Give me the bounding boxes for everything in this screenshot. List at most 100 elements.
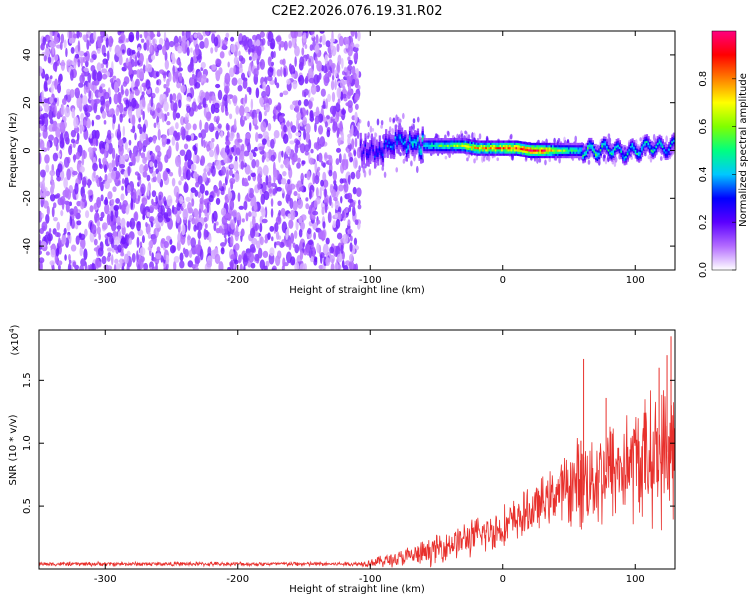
heatmap-cell — [391, 134, 394, 138]
heatmap-cell — [238, 50, 241, 57]
heatmap-cell — [416, 116, 420, 123]
heatmap-cell — [393, 154, 396, 157]
heatmap-cell — [413, 149, 416, 152]
heatmap-cell — [55, 247, 60, 257]
heatmap-cell — [564, 147, 567, 150]
heatmap-cell — [297, 157, 301, 163]
heatmap-cell — [213, 102, 220, 110]
heatmap-cell — [587, 149, 590, 152]
heatmap-cell — [134, 88, 140, 96]
heatmap-cell — [591, 140, 594, 143]
heatmap-cell — [242, 80, 248, 89]
heatmap-cell — [491, 153, 494, 156]
heatmap-cell — [289, 209, 296, 221]
heatmap-cell — [631, 138, 634, 141]
heatmap-cell — [381, 157, 385, 161]
heatmap-cell — [126, 263, 130, 270]
heatmap-cell — [451, 140, 455, 143]
heatmap-cell — [391, 141, 394, 144]
heatmap-cell — [415, 147, 418, 151]
heatmap-cell — [124, 88, 129, 97]
heatmap-cell — [362, 149, 366, 152]
heatmap-cell — [493, 146, 496, 150]
heatmap-cell — [114, 236, 121, 245]
heatmap-cell — [488, 142, 491, 146]
heatmap-cell — [339, 178, 344, 184]
heatmap-cell — [585, 152, 588, 156]
heatmap-cell — [242, 255, 248, 267]
heatmap-cell — [528, 151, 531, 154]
heatmap-cell — [444, 155, 448, 160]
heatmap-cell — [572, 144, 575, 148]
heatmap-cell — [614, 156, 618, 163]
heatmap-cell — [399, 134, 402, 137]
heatmap-cell — [442, 146, 445, 150]
heatmap-cell — [322, 179, 329, 188]
heatmap-cell — [206, 260, 213, 268]
heatmap-cell — [510, 149, 513, 152]
heatmap-cell — [649, 152, 652, 155]
heatmap-cell — [369, 140, 372, 143]
heatmap-cell — [163, 31, 167, 41]
heatmap-cell — [319, 254, 323, 264]
heatmap-cell — [537, 147, 540, 150]
heatmap-cell — [39, 227, 45, 235]
heatmap-cell — [485, 142, 488, 146]
heatmap-cell — [598, 150, 601, 153]
heatmap-cell — [458, 138, 461, 141]
heatmap-cell — [413, 130, 416, 133]
heatmap-cell — [188, 249, 193, 259]
heatmap-cell — [450, 142, 453, 145]
heatmap-cell — [482, 140, 485, 143]
heatmap-cell — [136, 250, 139, 263]
heatmap-cell — [653, 148, 656, 152]
heatmap-cell — [641, 154, 644, 158]
heatmap-cell — [290, 125, 297, 133]
heatmap-cell — [327, 71, 332, 78]
heatmap-cell — [612, 151, 615, 154]
heatmap-cell — [362, 162, 366, 165]
heatmap-cell — [143, 84, 147, 92]
heatmap-cell — [477, 146, 480, 150]
heatmap-cell — [131, 252, 136, 263]
heatmap-cell — [408, 143, 412, 147]
heatmap-cell — [369, 153, 372, 156]
heatmap-cell — [388, 143, 391, 147]
heatmap-cell — [352, 46, 359, 53]
heatmap-cell — [234, 51, 238, 58]
heatmap-cell — [451, 146, 455, 150]
heatmap-cell — [385, 135, 388, 139]
heatmap-cell — [650, 151, 653, 154]
heatmap-cell — [526, 153, 529, 156]
heatmap-cell — [615, 151, 618, 155]
heatmap-cell — [251, 210, 257, 219]
heatmap-cell — [203, 228, 207, 241]
heatmap-cell — [617, 151, 620, 154]
heatmap-cell — [528, 153, 531, 156]
heatmap-cell — [115, 107, 120, 116]
heatmap-cell — [577, 151, 580, 154]
heatmap-cell — [660, 148, 663, 152]
heatmap-cell — [477, 140, 480, 143]
heatmap-cell — [308, 189, 312, 200]
heatmap-cell — [442, 148, 445, 152]
heatmap-cell — [583, 147, 587, 150]
heatmap-cell — [83, 52, 88, 57]
heatmap-cell — [496, 146, 499, 150]
heatmap-cell — [653, 146, 656, 150]
heatmap-cell — [397, 134, 401, 137]
heatmap-cell — [474, 146, 477, 149]
heatmap-cell — [148, 240, 154, 248]
heatmap-cell — [99, 86, 103, 94]
heatmap-cell — [464, 146, 467, 150]
heatmap-cell — [388, 141, 391, 144]
heatmap-cell — [310, 84, 317, 95]
heatmap-cell — [103, 91, 110, 100]
heatmap-cell — [443, 146, 447, 150]
heatmap-cell — [421, 126, 424, 129]
heatmap-cell — [137, 173, 141, 181]
heatmap-cell — [370, 135, 373, 139]
heatmap-cell — [402, 150, 405, 154]
heatmap-cell — [555, 142, 558, 146]
heatmap-cell — [383, 146, 386, 150]
